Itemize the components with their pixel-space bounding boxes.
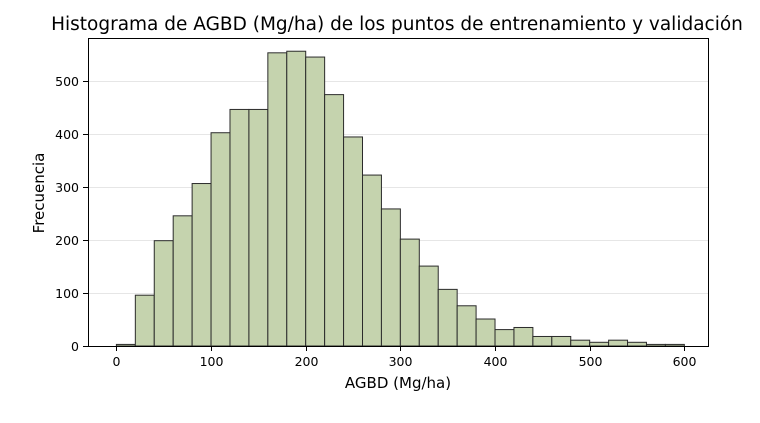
histogram-bar-23	[551, 335, 572, 347]
histogram-bar-18	[456, 305, 477, 347]
y-axis-label: Frecuencia	[30, 153, 48, 234]
y-tick-label-1: 100	[55, 286, 79, 301]
x-tick-label-2: 200	[295, 354, 319, 369]
histogram-bar-15	[399, 238, 420, 347]
plot-frame	[88, 38, 709, 347]
histogram-bar-29	[664, 343, 685, 347]
histogram-bar-0	[115, 343, 136, 347]
y-axis-ticks: 0 100 200 300 400 500	[55, 74, 88, 354]
x-tick-label-5: 500	[579, 354, 603, 369]
histogram-bar-20	[494, 329, 515, 347]
chart-title: Histograma de AGBD (Mg/ha) de los puntos…	[51, 14, 743, 35]
histogram-bar-28	[645, 343, 666, 347]
histogram-bar-24	[570, 339, 591, 347]
histogram-bars	[115, 50, 685, 347]
y-tick-label-5: 500	[55, 74, 79, 89]
x-tick-label-1: 100	[200, 354, 224, 369]
y-tick-label-0: 0	[71, 339, 79, 354]
histogram-bar-2	[153, 240, 174, 347]
x-axis-label: AGBD (Mg/ha)	[345, 374, 451, 392]
histogram-bar-9	[286, 50, 307, 347]
x-tick-label-4: 400	[484, 354, 508, 369]
histogram-bar-13	[362, 174, 382, 347]
histogram-bar-3	[172, 215, 193, 347]
histogram-bar-14	[380, 208, 401, 347]
x-tick-label-6: 600	[673, 354, 697, 369]
histogram-bar-21	[513, 326, 534, 347]
histogram-bar-16	[418, 265, 439, 347]
y-tick-label-4: 400	[55, 127, 79, 142]
histogram-bar-8	[267, 52, 288, 347]
histogram-bar-17	[437, 288, 458, 347]
histogram-bar-7	[248, 108, 269, 347]
x-tick-label-3: 300	[389, 354, 413, 369]
histogram-bar-4	[191, 183, 212, 347]
histogram-bar-10	[305, 56, 326, 347]
histogram-bar-19	[475, 318, 496, 347]
histogram-bar-22	[532, 335, 553, 347]
histogram-bar-1	[134, 294, 155, 347]
histogram-bar-27	[627, 341, 647, 347]
histogram-bar-25	[589, 341, 610, 347]
y-tick-label-3: 300	[55, 180, 79, 195]
histogram-bar-12	[343, 136, 364, 347]
histogram-bar-26	[608, 339, 629, 347]
histogram-bar-6	[229, 108, 250, 347]
x-tick-label-0: 0	[113, 354, 121, 369]
histogram-bar-5	[210, 132, 231, 347]
y-tick-label-2: 200	[55, 233, 79, 248]
x-axis-ticks: 0 100 200 300 400 500 600	[113, 346, 697, 369]
histogram-bar-11	[324, 94, 345, 347]
